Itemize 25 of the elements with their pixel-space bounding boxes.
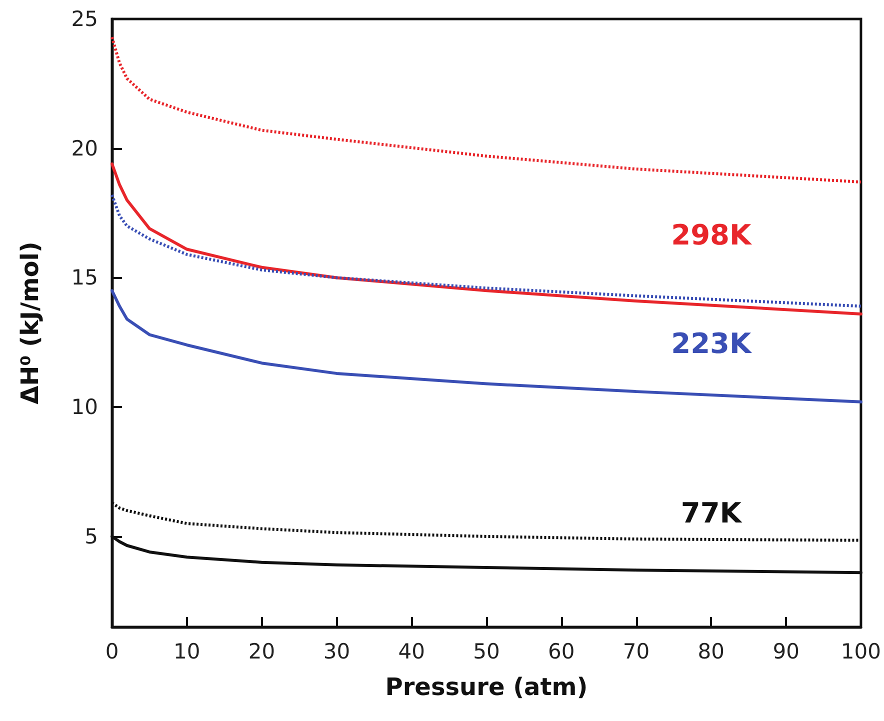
x-tick-label: 70	[622, 640, 650, 664]
x-tick-label: 30	[323, 640, 350, 664]
annotation: 298K	[671, 218, 753, 252]
x-tick-label: 40	[398, 640, 425, 664]
x-tick-label: 90	[772, 640, 800, 664]
line-series	[110, 193, 862, 308]
y-tick-label: 25	[71, 7, 98, 31]
line-series	[110, 162, 862, 316]
annotation: 77K	[680, 496, 743, 530]
x-tick-label: 60	[548, 640, 575, 664]
x-tick-label: 50	[473, 640, 500, 664]
line-series	[110, 289, 862, 404]
x-tick-label: 100	[840, 640, 882, 664]
y-tick-label: 15	[71, 266, 98, 290]
x-tick-label: 80	[698, 640, 725, 664]
x-tick-label: 10	[174, 640, 200, 664]
line-series	[110, 36, 862, 184]
y-tick-label: 5	[84, 524, 98, 548]
y-tick-label: 10	[71, 395, 98, 420]
x-axis-title: Pressure (atm)	[385, 673, 588, 701]
x-tick-label: 20	[248, 640, 276, 664]
y-axis-title: ΔH⁰ (kJ/mol)	[16, 242, 44, 404]
annotation: 223K	[671, 327, 753, 360]
y-tick-label: 20	[71, 136, 98, 160]
x-tick-label: 0	[105, 640, 119, 664]
